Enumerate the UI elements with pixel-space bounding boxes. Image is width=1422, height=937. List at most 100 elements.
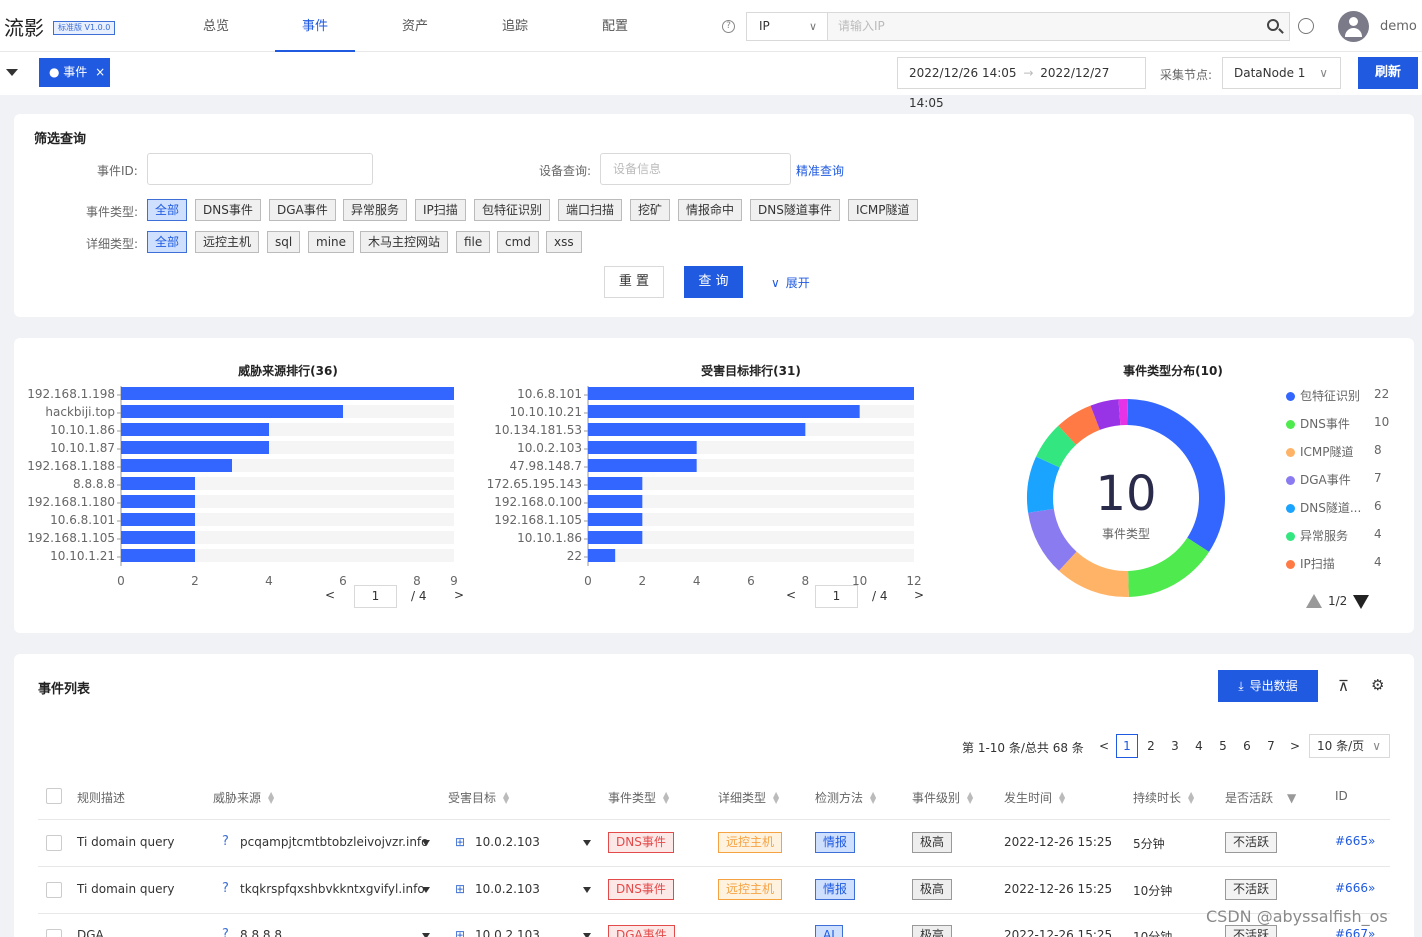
event-id-link[interactable]: #666» — [1335, 881, 1375, 895]
page-number[interactable]: 5 — [1219, 739, 1227, 753]
col-time[interactable]: 发生时间 ▲ ▼ — [1004, 789, 1066, 806]
column-height-icon[interactable]: ⊼ — [1338, 677, 1349, 695]
victim-target[interactable]: 10.0.2.103 — [475, 835, 540, 849]
tab-events[interactable]: ● 事件 × — [39, 58, 110, 87]
col-event-type[interactable]: 事件类型 ▲ ▼ — [608, 789, 670, 806]
event-type-chip[interactable]: 挖矿 — [630, 199, 671, 221]
prev-page-icon[interactable]: < — [325, 588, 336, 602]
event-id-link[interactable]: #667» — [1335, 927, 1375, 937]
precise-query-link[interactable]: 精准查询 — [796, 164, 845, 178]
sort-icon[interactable]: ▲ ▼ — [662, 790, 670, 805]
sort-icon[interactable]: ▲ ▼ — [772, 790, 780, 805]
event-type-chip[interactable]: 包特征识别 — [474, 199, 551, 221]
nav-trace[interactable]: 追踪 — [501, 19, 528, 34]
caret-down-icon[interactable] — [583, 840, 591, 846]
detail-type-chip[interactable]: 全部 — [147, 231, 188, 253]
col-method[interactable]: 检测方法 ▲ ▼ — [815, 789, 877, 806]
row-checkbox[interactable] — [46, 882, 62, 898]
victim-target[interactable]: 10.0.2.103 — [475, 928, 540, 937]
node-select[interactable]: DataNode 1 ∨ — [1222, 57, 1341, 89]
next-page-icon[interactable]: > — [1289, 739, 1301, 753]
refresh-button[interactable]: 刷新 — [1358, 57, 1418, 89]
event-type-chip[interactable]: ICMP隧道 — [848, 199, 918, 221]
sort-icon[interactable]: ▲ ▼ — [267, 790, 275, 805]
col-detail-type[interactable]: 详细类型 ▲ ▼ — [718, 789, 780, 806]
caret-down-icon[interactable] — [583, 933, 591, 937]
detail-type-chip[interactable]: mine — [308, 231, 355, 253]
caret-down-icon[interactable] — [422, 933, 430, 937]
nav-config[interactable]: 配置 — [601, 19, 628, 34]
event-id-input[interactable] — [147, 153, 373, 185]
page-input[interactable]: 1 — [815, 585, 858, 608]
caret-down-icon[interactable] — [422, 840, 430, 846]
detail-type-chip[interactable]: cmd — [497, 231, 539, 253]
next-page-icon[interactable]: > — [454, 588, 465, 602]
query-button[interactable]: 查 询 — [684, 266, 743, 298]
page-number[interactable]: 6 — [1243, 739, 1251, 753]
event-type-chip[interactable]: DGA事件 — [269, 199, 336, 221]
sort-icon[interactable]: ▲ ▼ — [966, 790, 974, 805]
sort-icon[interactable]: ▲ ▼ — [502, 790, 510, 805]
detail-type-chip[interactable]: file — [456, 231, 491, 253]
prev-page-icon[interactable]: < — [786, 588, 797, 602]
detail-type-chip[interactable]: sql — [267, 231, 301, 253]
date-range-picker[interactable]: 2022/12/26 14:05 → 2022/12/27 14:05 — [897, 57, 1146, 110]
export-button[interactable]: ⤓ 导出数据 — [1218, 670, 1318, 702]
legend-next-icon[interactable] — [1353, 595, 1369, 609]
sort-icon[interactable]: ▲ ▼ — [1187, 790, 1195, 805]
page-number[interactable]: 1 — [1116, 734, 1138, 758]
help-icon[interactable]: ? — [722, 20, 735, 33]
col-target[interactable]: 受害目标 ▲ ▼ — [448, 789, 510, 806]
event-type-chip[interactable]: 异常服务 — [343, 199, 408, 221]
close-icon[interactable]: × — [95, 65, 106, 79]
col-duration[interactable]: 持续时长 ▲ ▼ — [1133, 789, 1195, 806]
question-icon[interactable]: ? — [222, 927, 229, 937]
page-number[interactable]: 3 — [1171, 739, 1179, 753]
user-name[interactable]: demo — [1380, 19, 1417, 34]
victim-target[interactable]: 10.0.2.103 — [475, 882, 540, 896]
question-icon[interactable]: ? — [222, 881, 229, 896]
legend-item[interactable]: IP扫描 4 — [1286, 555, 1382, 572]
threat-source[interactable]: tkqkrspfqxshbvkkntxgvifyl.info — [240, 882, 425, 896]
page-number[interactable]: 4 — [1195, 739, 1203, 753]
col-active[interactable]: 是否活跃 ▼ — [1225, 789, 1296, 806]
search-input[interactable]: 请输入IP — [827, 12, 1290, 41]
avatar[interactable] — [1338, 11, 1369, 42]
nav-events[interactable]: 事件 — [275, 0, 355, 52]
page-number[interactable]: 7 — [1267, 739, 1275, 753]
detail-type-chip[interactable]: 远控主机 — [195, 231, 260, 253]
row-checkbox[interactable] — [46, 929, 62, 937]
event-type-chip[interactable]: 情报命中 — [678, 199, 743, 221]
expand-button[interactable]: ∨ 展开 — [771, 274, 810, 291]
detail-type-chip[interactable]: 木马主控网站 — [360, 231, 449, 253]
legend-item[interactable]: DNS事件 10 — [1286, 415, 1389, 432]
question-icon[interactable]: ? — [222, 834, 229, 849]
collapse-toggle-icon[interactable] — [6, 69, 18, 76]
legend-item[interactable]: DNS隧道... 6 — [1286, 499, 1382, 516]
legend-item[interactable]: DGA事件 7 — [1286, 471, 1382, 488]
search-icon[interactable] — [1267, 19, 1279, 31]
sort-icon[interactable]: ▲ ▼ — [1058, 790, 1066, 805]
event-type-chip[interactable]: 全部 — [147, 199, 188, 221]
prev-page-icon[interactable]: < — [1098, 739, 1110, 753]
col-level[interactable]: 事件级别 ▲ ▼ — [912, 789, 974, 806]
col-source[interactable]: 威胁来源 ▲ ▼ — [213, 789, 275, 806]
reset-button[interactable]: 重 置 — [604, 266, 664, 298]
event-id-link[interactable]: #665» — [1335, 834, 1375, 848]
caret-down-icon[interactable] — [422, 887, 430, 893]
nav-assets[interactable]: 资产 — [401, 19, 428, 34]
event-type-chip[interactable]: IP扫描 — [415, 199, 466, 221]
legend-item[interactable]: ICMP隧道 8 — [1286, 443, 1382, 460]
event-type-chip[interactable]: DNS事件 — [195, 199, 261, 221]
theme-toggle-icon[interactable] — [1298, 18, 1314, 34]
page-input[interactable]: 1 — [354, 585, 397, 608]
legend-item[interactable]: 包特征识别 22 — [1286, 387, 1389, 404]
legend-item[interactable]: 异常服务 4 — [1286, 527, 1382, 544]
gear-icon[interactable]: ⚙ — [1371, 676, 1385, 694]
event-type-chip[interactable]: 端口扫描 — [558, 199, 623, 221]
detail-type-chip[interactable]: xss — [546, 231, 582, 253]
row-checkbox[interactable] — [46, 835, 62, 851]
threat-source[interactable]: pcqampjtcmtbtobzleivojvzr.info — [240, 835, 429, 849]
select-all-checkbox[interactable] — [46, 788, 62, 804]
sort-icon[interactable]: ▲ ▼ — [869, 790, 877, 805]
